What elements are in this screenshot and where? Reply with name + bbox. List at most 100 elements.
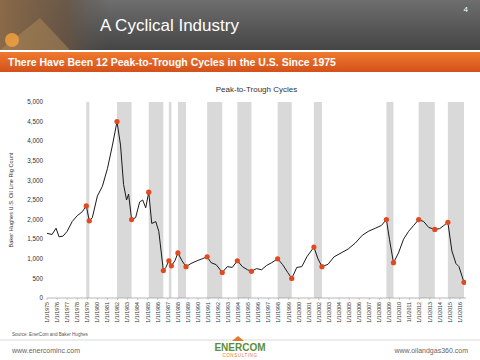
x-tick-label: 1/1/1997	[265, 302, 271, 323]
subtitle-bar	[0, 52, 480, 72]
cycle-point	[87, 218, 92, 223]
cycle-point	[161, 268, 166, 273]
y-tick-label: 3,500	[27, 157, 43, 164]
cycle-point	[146, 190, 151, 195]
footer-right: www.oilandgas360.com	[393, 347, 468, 355]
cycle-point	[319, 264, 324, 269]
cycle-point	[166, 258, 171, 263]
x-tick-label: 1/1/1977	[64, 302, 70, 323]
x-tick-label: 1/1/1990	[195, 302, 201, 323]
cycle-point	[445, 220, 450, 225]
cycle-band	[448, 102, 464, 298]
y-tick-label: 0	[39, 294, 43, 301]
logo-sub: CONSULTING	[222, 353, 257, 358]
x-tick-label: 1/1/1985	[145, 302, 151, 323]
x-tick-label: 1/1/2012	[416, 302, 422, 323]
x-tick-label: 1/1/2003	[326, 302, 332, 323]
cycle-point	[249, 269, 254, 274]
cycle-band	[237, 102, 251, 298]
cycle-point	[183, 264, 188, 269]
source-note: Source: EnerCom and Baker Hughes	[12, 332, 89, 337]
cycle-point	[384, 217, 389, 222]
x-tick-label: 1/1/2006	[356, 302, 362, 323]
x-tick-label: 1/1/2007	[366, 302, 372, 323]
x-tick-label: 1/1/2008	[376, 302, 382, 323]
x-tick-label: 1/1/2004	[336, 302, 342, 323]
x-tick-label: 1/1/2005	[346, 302, 352, 323]
x-tick-label: 1/1/1998	[275, 302, 281, 323]
x-tick-label: 1/1/1982	[114, 302, 120, 323]
x-tick-label: 1/1/2015	[447, 302, 453, 323]
x-tick-label: 1/1/1987	[165, 302, 171, 323]
y-tick-label: 4,500	[27, 118, 43, 125]
cycle-point	[289, 276, 294, 281]
y-tick-label: 2,000	[27, 216, 43, 223]
x-tick-label: 1/1/1975	[44, 302, 50, 323]
cycle-point	[416, 217, 421, 222]
cycle-point	[220, 270, 225, 275]
x-tick-label: 1/1/1991	[205, 302, 211, 323]
x-tick-label: 1/1/1981	[104, 302, 110, 323]
x-tick-label: 1/1/1988	[175, 302, 181, 323]
slide: A Cyclical Industry 4 There Have Been 12 P…	[0, 0, 480, 360]
cycle-point	[391, 260, 396, 265]
cycle-band	[169, 102, 172, 298]
x-tick-label: 1/1/1986	[155, 302, 161, 323]
x-tick-label: 1/1/1983	[124, 302, 130, 323]
y-axis-title: Baker Hughes U.S. Oil Line Rig Count	[8, 152, 14, 247]
x-tick-label: 1/1/2002	[316, 302, 322, 323]
x-tick-label: 1/1/1999	[286, 302, 292, 323]
y-tick-label: 2,500	[27, 196, 43, 203]
series-line	[47, 122, 464, 283]
header-photo-shape	[0, 18, 70, 50]
cycle-point	[84, 203, 89, 208]
x-tick-label: 1/1/1976	[54, 302, 60, 323]
x-tick-label: 1/1/1989	[185, 302, 191, 323]
cycle-band	[419, 102, 435, 298]
y-tick-label: 5,000	[27, 98, 43, 105]
footer-left: www.enercominc.com	[11, 347, 80, 354]
cycle-band	[86, 102, 89, 298]
x-tick-label: 1/1/2010	[396, 302, 402, 323]
x-tick-label: 1/1/2000	[296, 302, 302, 323]
y-tick-label: 1,000	[27, 255, 43, 262]
x-tick-label: 1/1/2009	[386, 302, 392, 323]
x-tick-label: 1/1/1992	[215, 302, 221, 323]
x-tick-label: 1/1/2011	[406, 302, 412, 322]
cycle-point	[311, 244, 316, 249]
cycle-point	[175, 250, 180, 255]
cycle-point	[169, 263, 174, 268]
x-axis-line	[47, 298, 466, 299]
subtitle: There Have Been 12 Peak-to-Trough Cycles…	[8, 56, 336, 68]
header-photo-light	[5, 33, 19, 47]
cycle-band	[386, 102, 393, 298]
x-tick-label: 1/1/1993	[225, 302, 231, 323]
y-tick-label: 1,500	[27, 235, 43, 242]
x-tick-label: 1/1/1995	[245, 302, 251, 323]
x-tick-label: 1/1/1996	[255, 302, 261, 323]
x-tick-label: 1/1/2013	[427, 302, 433, 323]
x-tick-label: 1/1/1978	[74, 302, 80, 323]
cycle-point	[129, 217, 134, 222]
page-number: 4	[464, 5, 469, 14]
x-tick-label: 1/1/1994	[235, 302, 241, 323]
cycle-point	[114, 119, 119, 124]
cycle-band	[207, 102, 222, 298]
cycle-point	[432, 227, 437, 232]
header-photo	[0, 0, 110, 50]
cycle-point	[461, 280, 466, 285]
y-tick-label: 500	[32, 275, 43, 282]
plot-area	[47, 102, 466, 298]
slide-title: A Cyclical Industry	[100, 16, 239, 35]
x-tick-label: 1/1/1980	[94, 302, 100, 323]
logo-mark	[232, 336, 244, 341]
y-tick-label: 3,000	[27, 177, 43, 184]
cycle-point	[205, 254, 210, 259]
chart-title: Peak-to-Trough Cycles	[216, 85, 298, 94]
x-tick-label: 1/1/1979	[84, 302, 90, 323]
logo: ENERCOM	[214, 342, 265, 353]
x-tick-label: 1/1/2014	[437, 302, 443, 323]
x-tick-label: 1/1/2016	[457, 302, 463, 323]
cycle-band	[149, 102, 164, 298]
x-tick-label: 1/1/1984	[134, 302, 140, 323]
